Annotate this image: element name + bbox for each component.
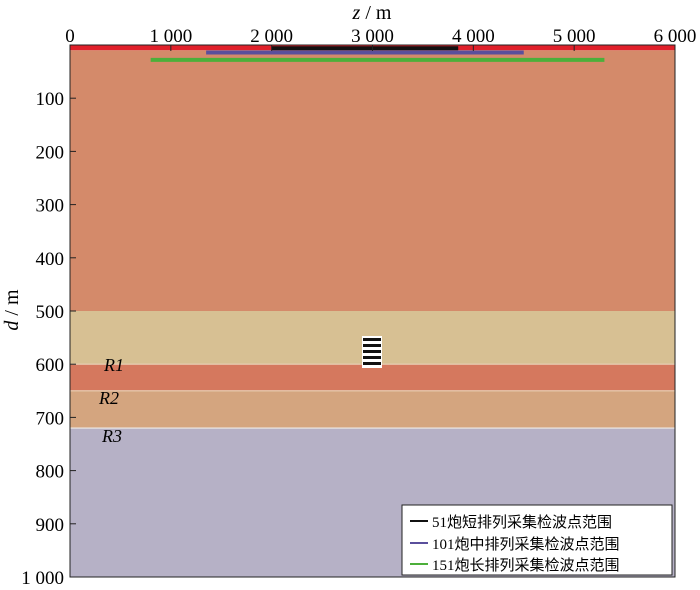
y-tick-label: 400: [36, 249, 65, 270]
x-tick-label: 5 000: [553, 26, 596, 47]
y-tick-label: 900: [36, 515, 65, 536]
x-tick-label: 1 000: [149, 26, 192, 47]
legend-label-long: 151炮长排列采集检波点范围: [432, 557, 620, 574]
x-tick-label: 2 000: [250, 26, 293, 47]
layer-upper: [70, 50, 675, 311]
y-tick-label: 100: [36, 89, 65, 110]
x-tick-label: 4 000: [452, 26, 495, 47]
y-tick-label: 200: [36, 142, 65, 163]
x-axis-title: z / m: [352, 2, 392, 24]
x-tick-label: 0: [65, 26, 75, 47]
y-tick-label: 300: [36, 196, 65, 217]
legend-label-short: 51炮短排列采集检波点范围: [432, 514, 612, 531]
x-tick-label: 6 000: [654, 26, 697, 47]
x-tick-label: 3 000: [351, 26, 394, 47]
reflector-label-r2: R2: [98, 388, 119, 408]
y-axis-title: d / m: [1, 289, 23, 331]
y-tick-label: 500: [36, 302, 65, 323]
layer-R2-layer: [70, 390, 675, 429]
receiver-lines: [150, 46, 605, 62]
reflector-label-r3: R3: [101, 426, 122, 446]
y-tick-label: 700: [36, 408, 65, 429]
legend: 51炮短排列采集检波点范围 101炮中排列采集检波点范围 151炮长排列采集检波…: [401, 504, 673, 576]
legend-label-medium: 101炮中排列采集检波点范围: [432, 536, 620, 553]
legend-box: [401, 504, 673, 576]
y-tick-label: 600: [36, 355, 65, 376]
reflector-label-r1: R1: [103, 355, 124, 375]
y-axis-ticks: 100 200 300 400 500 600 700 800 900 1 000: [21, 89, 76, 589]
layer-R1-layer: [70, 364, 675, 391]
target-marker: [362, 336, 382, 368]
x-axis-ticks: 0 1 000 2 000 3 000 4 000 5 000 6 000: [65, 26, 696, 51]
y-tick-label: 1 000: [21, 568, 64, 589]
model-layers: [70, 45, 675, 577]
y-tick-label: 800: [36, 462, 65, 483]
